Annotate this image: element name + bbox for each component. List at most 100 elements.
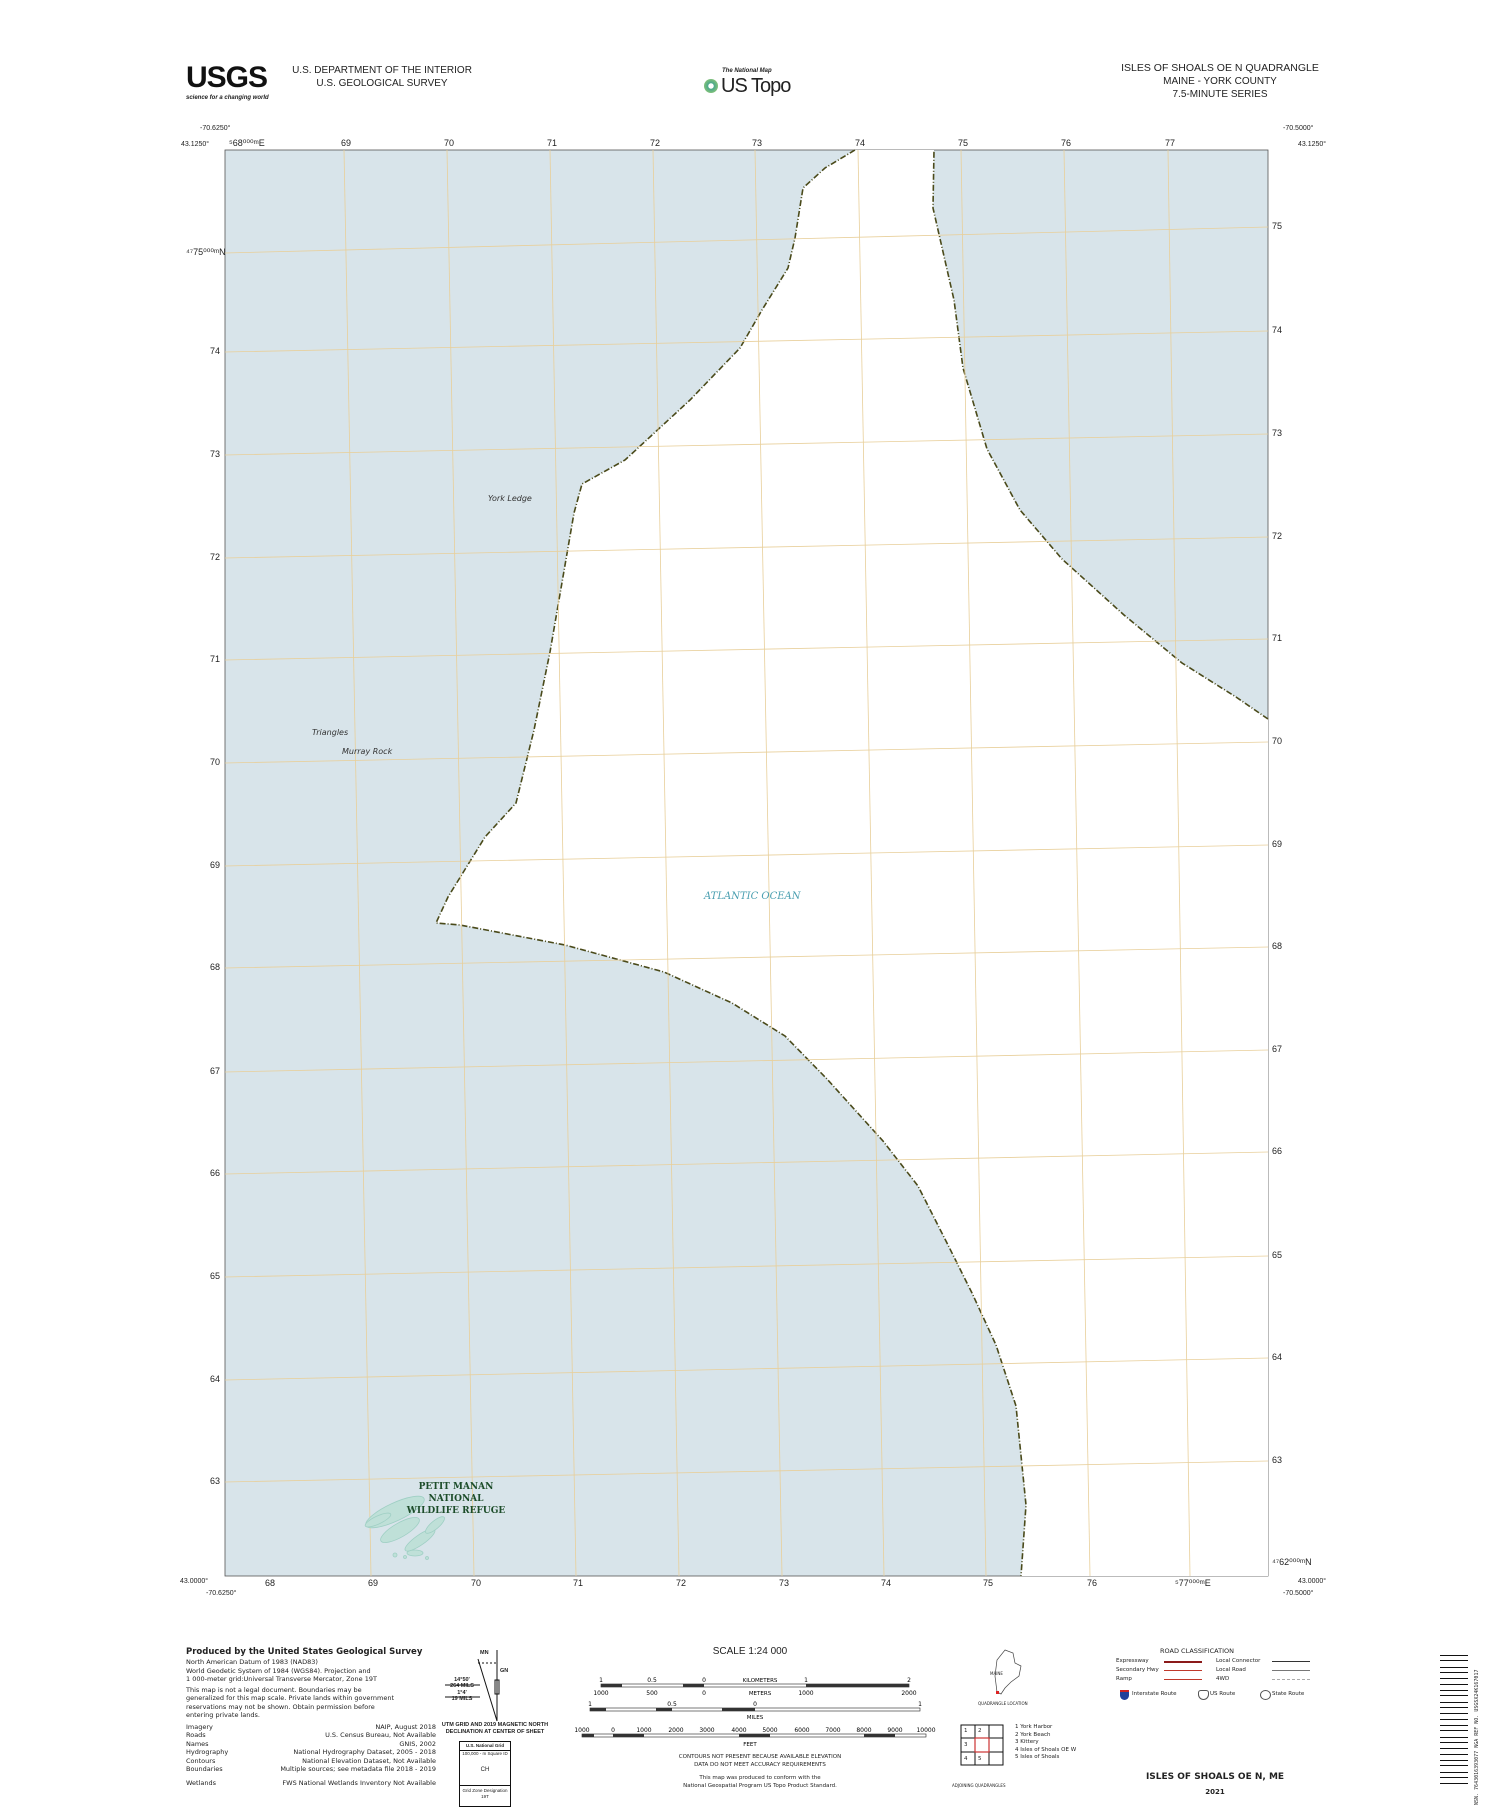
credit-row: Names GNIS, 2002 bbox=[186, 1740, 436, 1749]
corner-br-lat: 43.0000° bbox=[1298, 1578, 1327, 1585]
source-credits: Imagery NAIP, August 2018 Roads U.S. Census… bbox=[186, 1723, 436, 1788]
road-type-label: Ramp bbox=[1116, 1676, 1132, 1682]
mils2: 19 MILS bbox=[451, 1695, 473, 1702]
barcode-bar bbox=[1440, 1660, 1468, 1661]
credit-label: Contours bbox=[186, 1756, 216, 1765]
barcode-bar bbox=[1440, 1678, 1468, 1679]
road-line-symbol bbox=[1164, 1661, 1202, 1663]
state-route-circle-icon bbox=[1260, 1690, 1271, 1700]
scale-tick-label: 1 bbox=[599, 1677, 603, 1684]
sheet-name: ISLES OF SHOALS OE N, ME bbox=[1145, 1772, 1285, 1782]
corner-bl-lon: -70.6250° bbox=[206, 1590, 237, 1597]
barcode-bar bbox=[1440, 1783, 1468, 1784]
tick-label-top: 75 bbox=[958, 138, 969, 148]
adj-cell-3: 3 bbox=[964, 1742, 968, 1748]
barcode-bar bbox=[1440, 1702, 1468, 1703]
shoreline-boundary-east bbox=[932, 149, 1269, 720]
barcode-bar bbox=[1440, 1772, 1468, 1773]
notes: CONTOURS NOT PRESENT BECAUSE AVAILABLE E… bbox=[640, 1754, 880, 1790]
scale-tick-label: 500 bbox=[646, 1690, 658, 1697]
scale-tick-label: 1000 bbox=[593, 1690, 608, 1697]
disclaimer-line: This map is not a legal document. Bounda… bbox=[186, 1685, 362, 1694]
gn-label: GN bbox=[500, 1668, 509, 1674]
tick-label-bottom: 74 bbox=[881, 1578, 892, 1588]
grid-line-easting bbox=[1167, 149, 1191, 1577]
tick-label-right: 70 bbox=[1272, 736, 1283, 746]
location-state: MAINE bbox=[990, 1671, 1003, 1676]
scale-tick-label: 6000 bbox=[794, 1727, 809, 1734]
adjoining-quad-name: 5 Isles of Shoals bbox=[1015, 1754, 1060, 1760]
scale-segment bbox=[739, 1734, 770, 1737]
adj-cell-2: 2 bbox=[978, 1728, 982, 1734]
disclaimer-line: entering private lands. bbox=[186, 1711, 260, 1719]
tick-label-right: 73 bbox=[1272, 428, 1283, 438]
barcode-bar bbox=[1440, 1713, 1468, 1714]
sheet-year: 2021 bbox=[1205, 1788, 1225, 1796]
grid-line-easting bbox=[754, 149, 783, 1577]
grid-line-easting bbox=[446, 149, 475, 1577]
scale-tick-label: 0 bbox=[753, 1701, 757, 1708]
credit-row: Roads U.S. Census Bureau, Not Available bbox=[186, 1731, 436, 1740]
national-map-text: The National Map bbox=[722, 68, 772, 74]
tick-label-top: 71 bbox=[547, 138, 558, 148]
credit-row: Wetlands FWS National Wetlands Inventory … bbox=[186, 1779, 436, 1788]
agency-line1: U.S. DEPARTMENT OF THE INTERIOR bbox=[292, 65, 472, 76]
quad-title-block: ISLES OF SHOALS OE N QUADRANGLE MAINE - … bbox=[1100, 62, 1340, 101]
tick-label-right: 66 bbox=[1272, 1146, 1283, 1156]
scale-segment bbox=[722, 1708, 755, 1711]
refuge-line2: WILDLIFE REFUGE bbox=[406, 1506, 506, 1516]
adjoining-caption: ADJOINING QUADRANGLES bbox=[952, 1783, 1006, 1788]
scale-segment bbox=[806, 1684, 909, 1687]
credit-row: Boundaries Multiple sources; see metadata… bbox=[186, 1765, 436, 1774]
grid-line-northing bbox=[224, 946, 1269, 969]
corner-br-lon: -70.5000° bbox=[1283, 1590, 1314, 1597]
adjoining-quadrangles-grid bbox=[960, 1724, 1004, 1766]
location-caption: QUADRANGLE LOCATION bbox=[978, 1701, 1028, 1706]
tick-label-left: 70 bbox=[210, 757, 221, 767]
adj-cell-1: 1 bbox=[964, 1728, 968, 1734]
scale-tick-label: 1 bbox=[804, 1677, 808, 1684]
interstate-shield-icon bbox=[1120, 1690, 1129, 1700]
corner-tl-lat: 43.1250° bbox=[181, 141, 210, 148]
road-line-symbol bbox=[1164, 1670, 1202, 1671]
islands bbox=[364, 1495, 445, 1560]
credit-label: Imagery bbox=[186, 1722, 213, 1731]
scale-tick-label: 1 bbox=[588, 1701, 592, 1708]
adjoining-quad-name: 1 York Harbor bbox=[1015, 1724, 1053, 1730]
tick-label-left: 66 bbox=[210, 1168, 221, 1178]
road-type-label: Local Road bbox=[1216, 1667, 1246, 1673]
barcode-bar bbox=[1440, 1742, 1468, 1743]
angle1: 14°50' bbox=[454, 1677, 470, 1683]
tick-label-right: 65 bbox=[1272, 1250, 1283, 1260]
tick-label-right: 68 bbox=[1272, 941, 1283, 951]
grid-line-northing bbox=[224, 330, 1269, 353]
tick-label-top: ⁵68⁰⁰⁰ᵐE bbox=[229, 138, 265, 148]
credit-value: Multiple sources; see metadata file 2018… bbox=[280, 1765, 436, 1773]
scale-tick-label: 0 bbox=[611, 1727, 615, 1734]
grid-line-northing bbox=[224, 1460, 1269, 1483]
credit-value: National Elevation Dataset, Not Availabl… bbox=[302, 1756, 436, 1765]
scale-unit-label: KILOMETERS bbox=[743, 1678, 778, 1684]
globe-icon bbox=[704, 79, 718, 93]
tick-label-left: 69 bbox=[210, 860, 221, 870]
barcode-bar bbox=[1440, 1777, 1468, 1778]
tick-label-top: 70 bbox=[444, 138, 455, 148]
tick-label-left: 72 bbox=[210, 552, 221, 562]
standard-note: This map was produced to conform with th… bbox=[699, 1775, 821, 1781]
credit-value: U.S. Census Bureau, Not Available bbox=[325, 1731, 436, 1739]
grid-line-northing bbox=[224, 638, 1269, 661]
gzd: 19T bbox=[481, 1794, 489, 1799]
tick-label-right: 64 bbox=[1272, 1352, 1283, 1362]
scale-segment bbox=[656, 1708, 672, 1711]
usgs-logo: USGS bbox=[186, 61, 268, 94]
state-county: MAINE - YORK COUNTY bbox=[1163, 76, 1277, 87]
utm-grid bbox=[224, 149, 1269, 1577]
scale-segment bbox=[613, 1734, 644, 1737]
datum-line: World Geodetic System of 1984 (WGS84). P… bbox=[186, 1666, 371, 1675]
scale-segment bbox=[590, 1708, 606, 1711]
corner-tr-lon: -70.5000° bbox=[1283, 125, 1314, 132]
scale-tick-label: 2 bbox=[907, 1677, 911, 1684]
credit-row: Hydrography National Hydrography Dataset,… bbox=[186, 1748, 436, 1757]
scale-segment bbox=[683, 1684, 704, 1687]
